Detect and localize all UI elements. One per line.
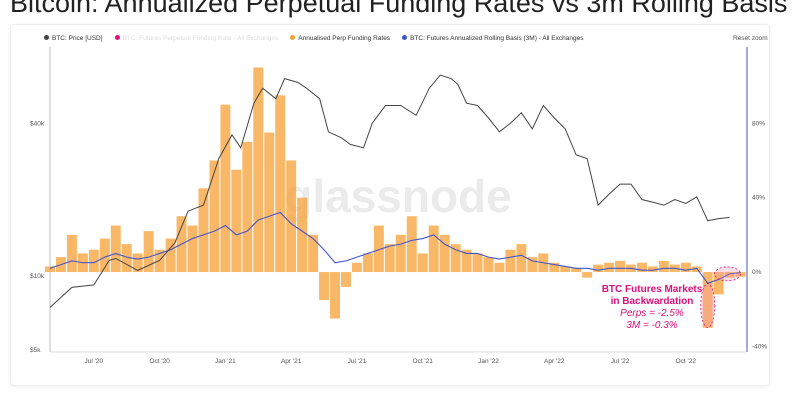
funding-bar [66,234,77,273]
funding-bar [680,262,691,273]
funding-bar [593,264,604,273]
x-tick-label: Oct '22 [676,358,697,365]
funding-bar [582,272,593,278]
funding-bar [571,268,582,273]
funding-bar [209,160,220,273]
funding-bar [165,238,176,273]
x-tick-label: Jul '21 [348,358,367,365]
right-tick-label: -40% [752,343,767,350]
x-tick-label: Jul '22 [611,358,630,365]
funding-bar [132,253,143,273]
funding-bar [406,216,417,273]
funding-bar [428,225,439,273]
funding-bar [461,249,472,273]
funding-bar [143,231,154,273]
funding-bar [330,272,340,319]
funding-bar [549,262,560,273]
funding-bar [691,266,702,273]
funding-bar [713,272,724,295]
funding-bar [373,225,384,273]
right-tick-label: 0% [752,269,762,276]
funding-bar [121,244,132,273]
funding-bar [220,104,231,273]
legend-label: Annualised Perp Funding Rates [298,35,391,42]
funding-bar [483,257,494,273]
funding-bar [253,67,264,273]
legend-item[interactable]: BTC: Futures Annualized Rolling Basis (3… [402,35,583,42]
reset-zoom-button[interactable]: Reset zoom [733,35,768,42]
funding-bar [417,253,428,273]
annotation-text: 3M = -0.3% [626,320,678,331]
legend-item[interactable]: BTC: Price [USD] [44,35,103,42]
x-tick-label: Jan '21 [215,358,236,365]
funding-bar [187,225,198,273]
legend-dot-icon [44,35,49,40]
funding-bar [450,244,461,273]
funding-bar [516,244,527,273]
price-line [49,74,730,308]
funding-bar [242,141,253,273]
funding-bar [615,260,626,273]
funding-bar [275,95,286,273]
funding-bar [658,260,669,273]
funding-bar [99,238,110,273]
funding-bar [45,266,55,273]
legend: BTC: Price [USD] BTC: Futures Perpetual F… [44,35,583,42]
funding-bar [264,132,275,273]
right-tick-label: 80% [752,120,765,127]
legend-item[interactable]: Annualised Perp Funding Rates [290,35,390,42]
left-tick-label: $40k [30,120,45,127]
highlight-ellipse [714,266,741,282]
funding-bar [505,249,516,273]
funding-bar [198,188,209,273]
funding-bar [636,262,647,273]
funding-bar [604,262,615,273]
highlight-ellipse [700,283,716,328]
x-tick-label: Jul '20 [85,358,104,365]
left-tick-label: $10k [30,273,45,280]
funding-bar [110,225,121,273]
annotation-text: in Backwardation [611,296,694,307]
funding-bar [88,249,99,273]
funding-bar [647,266,658,273]
funding-bar [297,197,308,273]
funding-bar [231,169,242,273]
legend-dot-icon [402,35,408,40]
legend-item[interactable]: BTC: Futures Perpetual Funding Rate - Al… [114,35,279,42]
basis-line [49,211,741,284]
annotation-text: BTC Futures Markets [602,284,703,295]
x-tick-label: Jan '22 [478,358,499,365]
funding-bar [362,253,373,273]
funding-bar [384,244,395,273]
chart-card [10,24,770,386]
x-tick-label: Apr '22 [544,358,565,365]
annotation-text: Perps = -2.5% [620,308,684,319]
funding-bar [351,262,362,273]
watermark-logo: glassnode [284,170,512,222]
funding-bar [319,272,330,300]
legend-label: BTC: Futures Annualized Rolling Basis (3… [410,35,584,42]
x-tick-label: Oct '20 [149,358,170,365]
left-tick-label: $5k [30,347,41,354]
funding-bar [702,272,713,328]
legend-dot-icon [290,35,296,40]
x-tick-label: Apr '21 [281,358,302,365]
funding-bar [308,234,319,273]
funding-bar [439,234,450,273]
page-title: Bitcoin: Annualized Perpetual Funding Ra… [10,0,788,18]
legend-dot-icon [114,35,120,40]
funding-bar [724,272,735,278]
funding-bar [286,160,297,273]
funding-bar [472,253,483,273]
legend-label: BTC: Futures Perpetual Funding Rate - Al… [122,35,279,42]
funding-bar [527,257,538,273]
legend-label: BTC: Price [USD] [52,35,103,42]
funding-bar [494,262,505,273]
right-tick-label: 40% [752,195,765,202]
x-tick-label: Oct '21 [413,358,434,365]
funding-bar [340,272,351,287]
funding-bar [395,234,406,273]
funding-bar [560,266,571,273]
